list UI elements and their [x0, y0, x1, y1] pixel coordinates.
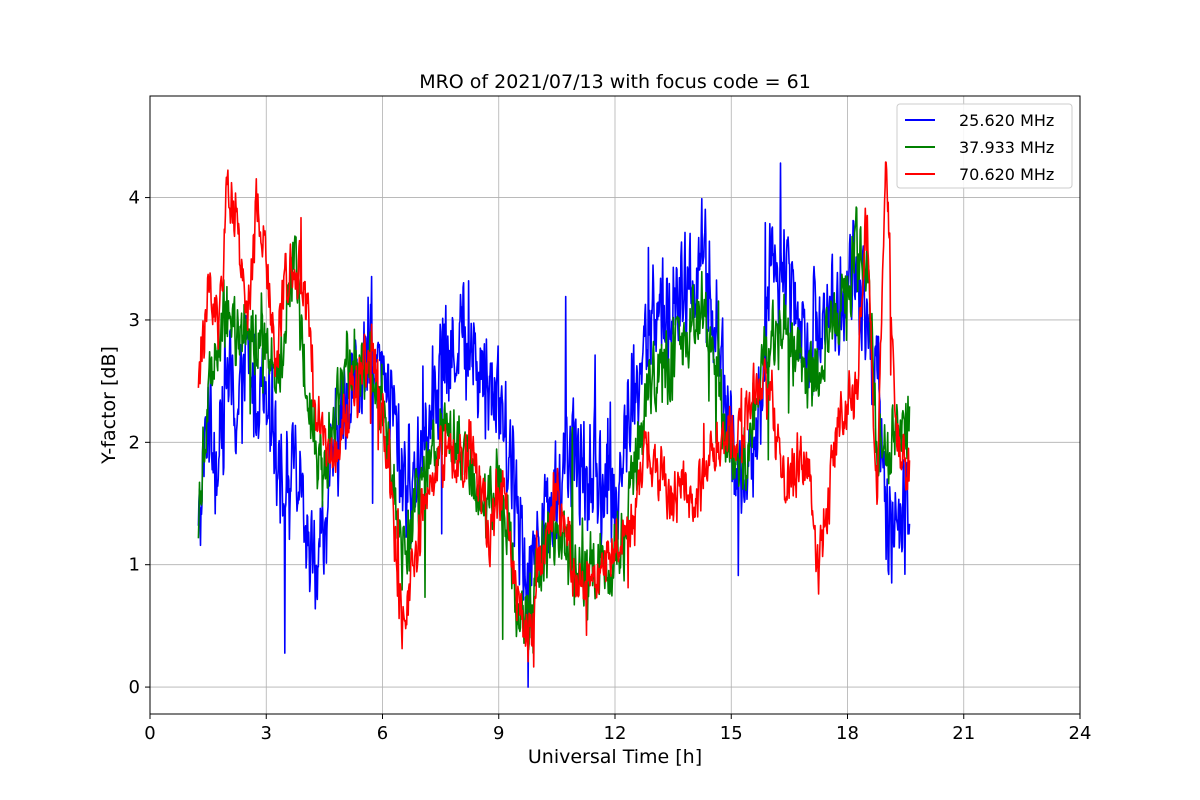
legend-box — [896, 103, 1073, 189]
x-tick-label: 6 — [377, 723, 388, 744]
y-tick-label: 4 — [129, 188, 140, 209]
x-tick-label: 3 — [261, 723, 272, 744]
x-tick-label: 21 — [952, 723, 975, 744]
legend-label: 37.933 MHz — [959, 138, 1054, 157]
series-line-1 — [197, 162, 911, 688]
x-tick-label: 18 — [836, 723, 859, 744]
x-axis-label: Universal Time [h] — [528, 746, 702, 768]
y-tick-label: 2 — [129, 432, 140, 453]
x-tick-label: 15 — [720, 723, 743, 744]
plot-series — [197, 161, 911, 688]
legend-label: 25.620 MHz — [959, 111, 1054, 130]
x-tick-label: 12 — [604, 723, 627, 744]
y-tick-label: 1 — [129, 555, 140, 576]
x-tick-label: 9 — [493, 723, 504, 744]
series-line-2 — [197, 206, 911, 654]
legend: 25.620 MHz 37.933 MHz 70.620 MHz — [896, 103, 1073, 189]
x-tick-label: 24 — [1069, 723, 1092, 744]
y-axis-label: Y-factor [dB] — [98, 346, 120, 465]
legend-label: 70.620 MHz — [959, 165, 1054, 184]
y-tick-label: 0 — [129, 677, 140, 698]
chart-title: MRO of 2021/07/13 with focus code = 61 — [419, 71, 811, 93]
x-tick-label: 0 — [144, 723, 155, 744]
series-line-3 — [197, 161, 911, 668]
y-tick-label: 3 — [129, 310, 140, 331]
